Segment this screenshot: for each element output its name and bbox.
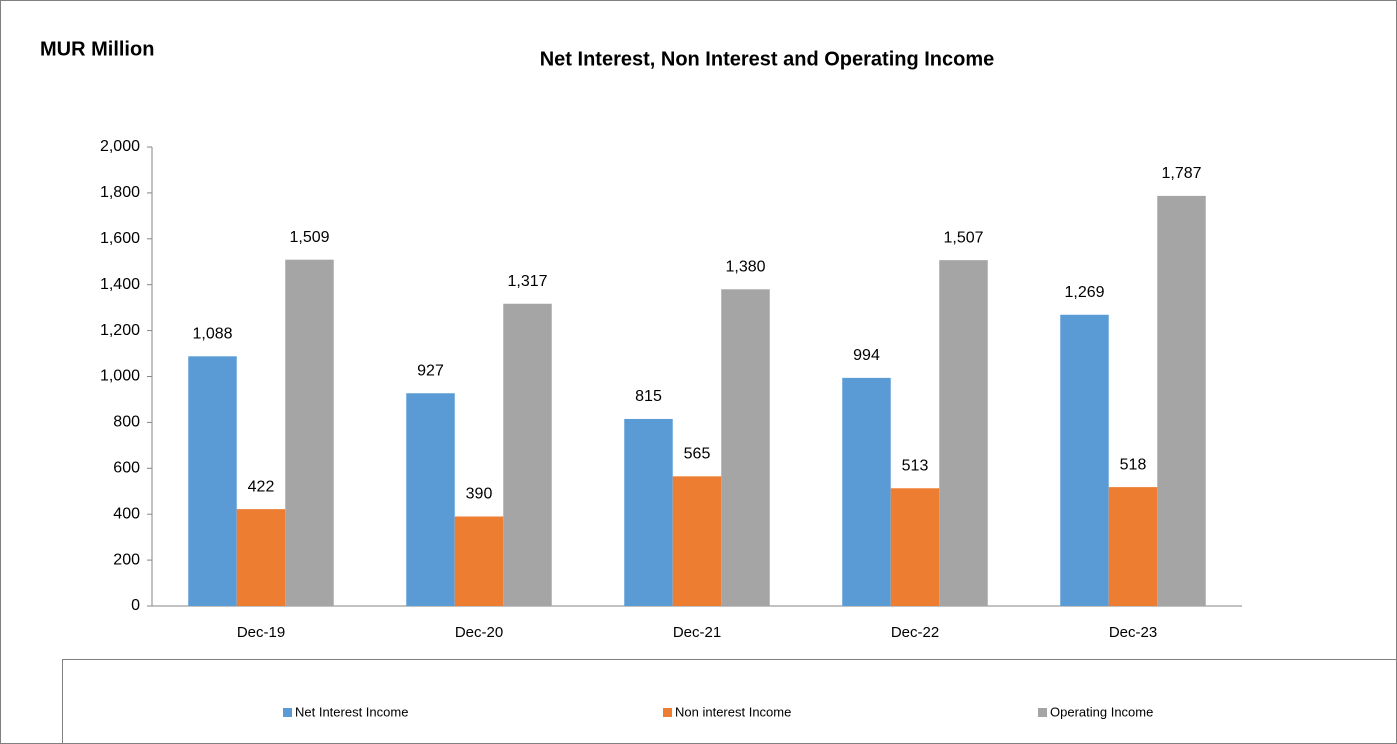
y-tick-label: 2,000	[100, 138, 140, 155]
bar	[721, 289, 770, 606]
data-label: 518	[1120, 456, 1147, 473]
bar	[624, 418, 673, 606]
x-tick-label: Dec-19	[237, 624, 285, 641]
bar	[1157, 195, 1206, 607]
data-label: 1,380	[725, 259, 765, 276]
y-tick-label: 1,200	[100, 322, 140, 339]
bar	[285, 259, 334, 606]
legend-box	[62, 659, 1397, 744]
bar	[672, 476, 722, 606]
y-tick-label: 800	[113, 414, 140, 431]
y-tick-label: 0	[131, 597, 140, 614]
y-tick-label: 200	[113, 551, 140, 568]
data-label: 422	[248, 478, 275, 495]
legend-label: Non interest Income	[675, 704, 791, 719]
legend-swatch	[663, 708, 672, 717]
data-label: 1,088	[192, 326, 232, 343]
y-tick-label: 1,000	[100, 368, 140, 385]
bar	[236, 509, 286, 606]
x-tick-label: Dec-20	[455, 624, 503, 641]
bar	[890, 488, 940, 606]
y-tick-label: 1,800	[100, 184, 140, 201]
y-tick-label: 1,400	[100, 276, 140, 293]
bar	[454, 516, 504, 606]
data-label: 994	[853, 347, 880, 364]
bar	[939, 260, 988, 606]
bar	[1060, 314, 1109, 606]
legend-swatch	[283, 708, 292, 717]
data-label: 815	[635, 388, 662, 405]
legend-label: Net Interest Income	[295, 704, 408, 719]
data-label: 390	[466, 486, 493, 503]
data-label: 927	[417, 362, 444, 379]
data-label: 1,269	[1064, 284, 1104, 301]
bar	[842, 377, 891, 606]
y-tick-label: 600	[113, 460, 140, 477]
legend-label: Operating Income	[1050, 704, 1153, 719]
data-label: 1,317	[507, 273, 547, 290]
bar	[1108, 487, 1158, 606]
data-label: 1,509	[289, 229, 329, 246]
y-tick-label: 1,600	[100, 230, 140, 247]
unit-label: MUR Million	[40, 38, 154, 60]
x-tick-label: Dec-23	[1109, 624, 1157, 641]
bar	[406, 393, 455, 606]
x-tick-label: Dec-22	[891, 624, 939, 641]
data-label: 1,787	[1161, 165, 1201, 182]
chart-title: Net Interest, Non Interest and Operating…	[540, 48, 995, 70]
bar	[503, 303, 552, 606]
y-tick-label: 400	[113, 505, 140, 522]
x-tick-label: Dec-21	[673, 624, 721, 641]
data-label: 513	[902, 457, 929, 474]
legend-swatch	[1038, 708, 1047, 717]
data-label: 565	[684, 446, 711, 463]
bar	[188, 356, 237, 606]
data-label: 1,507	[943, 229, 983, 246]
